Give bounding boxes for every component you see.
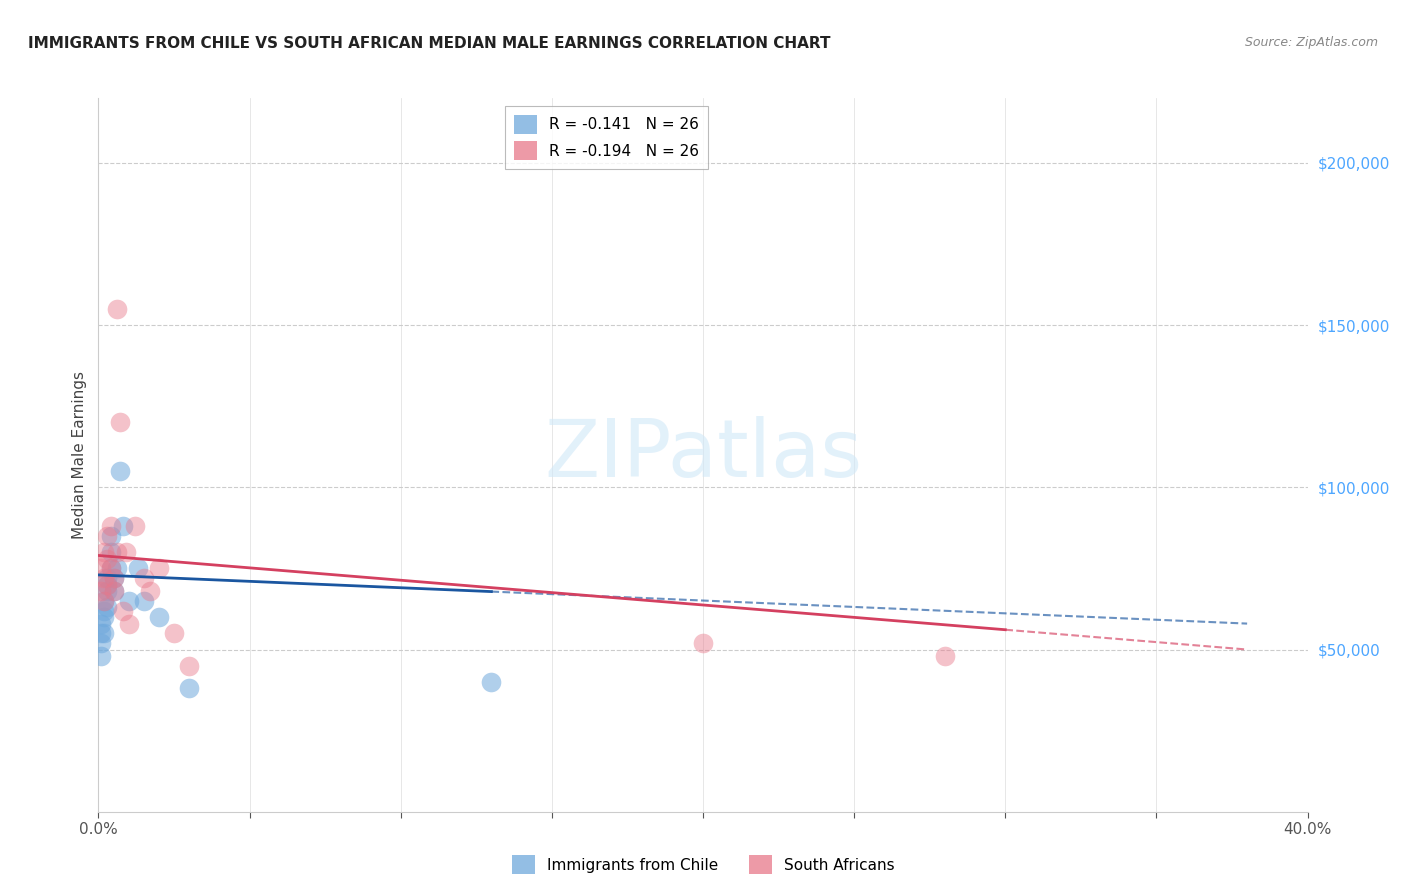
Point	[93, 545, 115, 559]
Point	[100, 519, 122, 533]
Point	[132, 571, 155, 585]
Point	[108, 464, 131, 478]
Point	[96, 577, 118, 591]
Point	[179, 658, 201, 673]
Point	[90, 636, 112, 650]
Point	[93, 571, 115, 585]
Point	[100, 529, 122, 543]
Point	[90, 616, 112, 631]
Point	[96, 529, 118, 543]
Point	[111, 519, 134, 533]
Point	[93, 610, 115, 624]
Point	[103, 584, 125, 599]
Text: Source: ZipAtlas.com: Source: ZipAtlas.com	[1244, 36, 1378, 49]
Point	[90, 648, 112, 663]
Legend: Immigrants from Chile, South Africans: Immigrants from Chile, South Africans	[506, 849, 900, 880]
Point	[100, 545, 122, 559]
Point	[934, 648, 956, 663]
Point	[93, 594, 115, 608]
Point	[108, 416, 131, 430]
Point	[118, 616, 141, 631]
Point	[148, 610, 170, 624]
Point	[105, 301, 128, 316]
Point	[114, 545, 136, 559]
Point	[163, 626, 186, 640]
Point	[139, 584, 162, 599]
Point	[105, 561, 128, 575]
Point	[105, 545, 128, 559]
Point	[118, 594, 141, 608]
Point	[90, 584, 112, 599]
Point	[93, 604, 115, 618]
Point	[90, 626, 112, 640]
Text: IMMIGRANTS FROM CHILE VS SOUTH AFRICAN MEDIAN MALE EARNINGS CORRELATION CHART: IMMIGRANTS FROM CHILE VS SOUTH AFRICAN M…	[28, 36, 831, 51]
Point	[111, 604, 134, 618]
Legend: R = -0.141   N = 26, R = -0.194   N = 26: R = -0.141 N = 26, R = -0.194 N = 26	[505, 106, 709, 169]
Point	[96, 577, 118, 591]
Point	[481, 675, 503, 690]
Point	[90, 561, 112, 575]
Point	[148, 561, 170, 575]
Point	[100, 561, 122, 575]
Text: ZIPatlas: ZIPatlas	[544, 416, 862, 494]
Point	[96, 571, 118, 585]
Point	[132, 594, 155, 608]
Point	[96, 600, 118, 615]
Point	[124, 519, 146, 533]
Point	[103, 584, 125, 599]
Point	[93, 626, 115, 640]
Point	[103, 571, 125, 585]
Point	[692, 636, 714, 650]
Point	[103, 571, 125, 585]
Point	[100, 561, 122, 575]
Point	[96, 584, 118, 599]
Point	[93, 594, 115, 608]
Point	[179, 681, 201, 696]
Point	[96, 551, 118, 566]
Y-axis label: Median Male Earnings: Median Male Earnings	[72, 371, 87, 539]
Point	[127, 561, 149, 575]
